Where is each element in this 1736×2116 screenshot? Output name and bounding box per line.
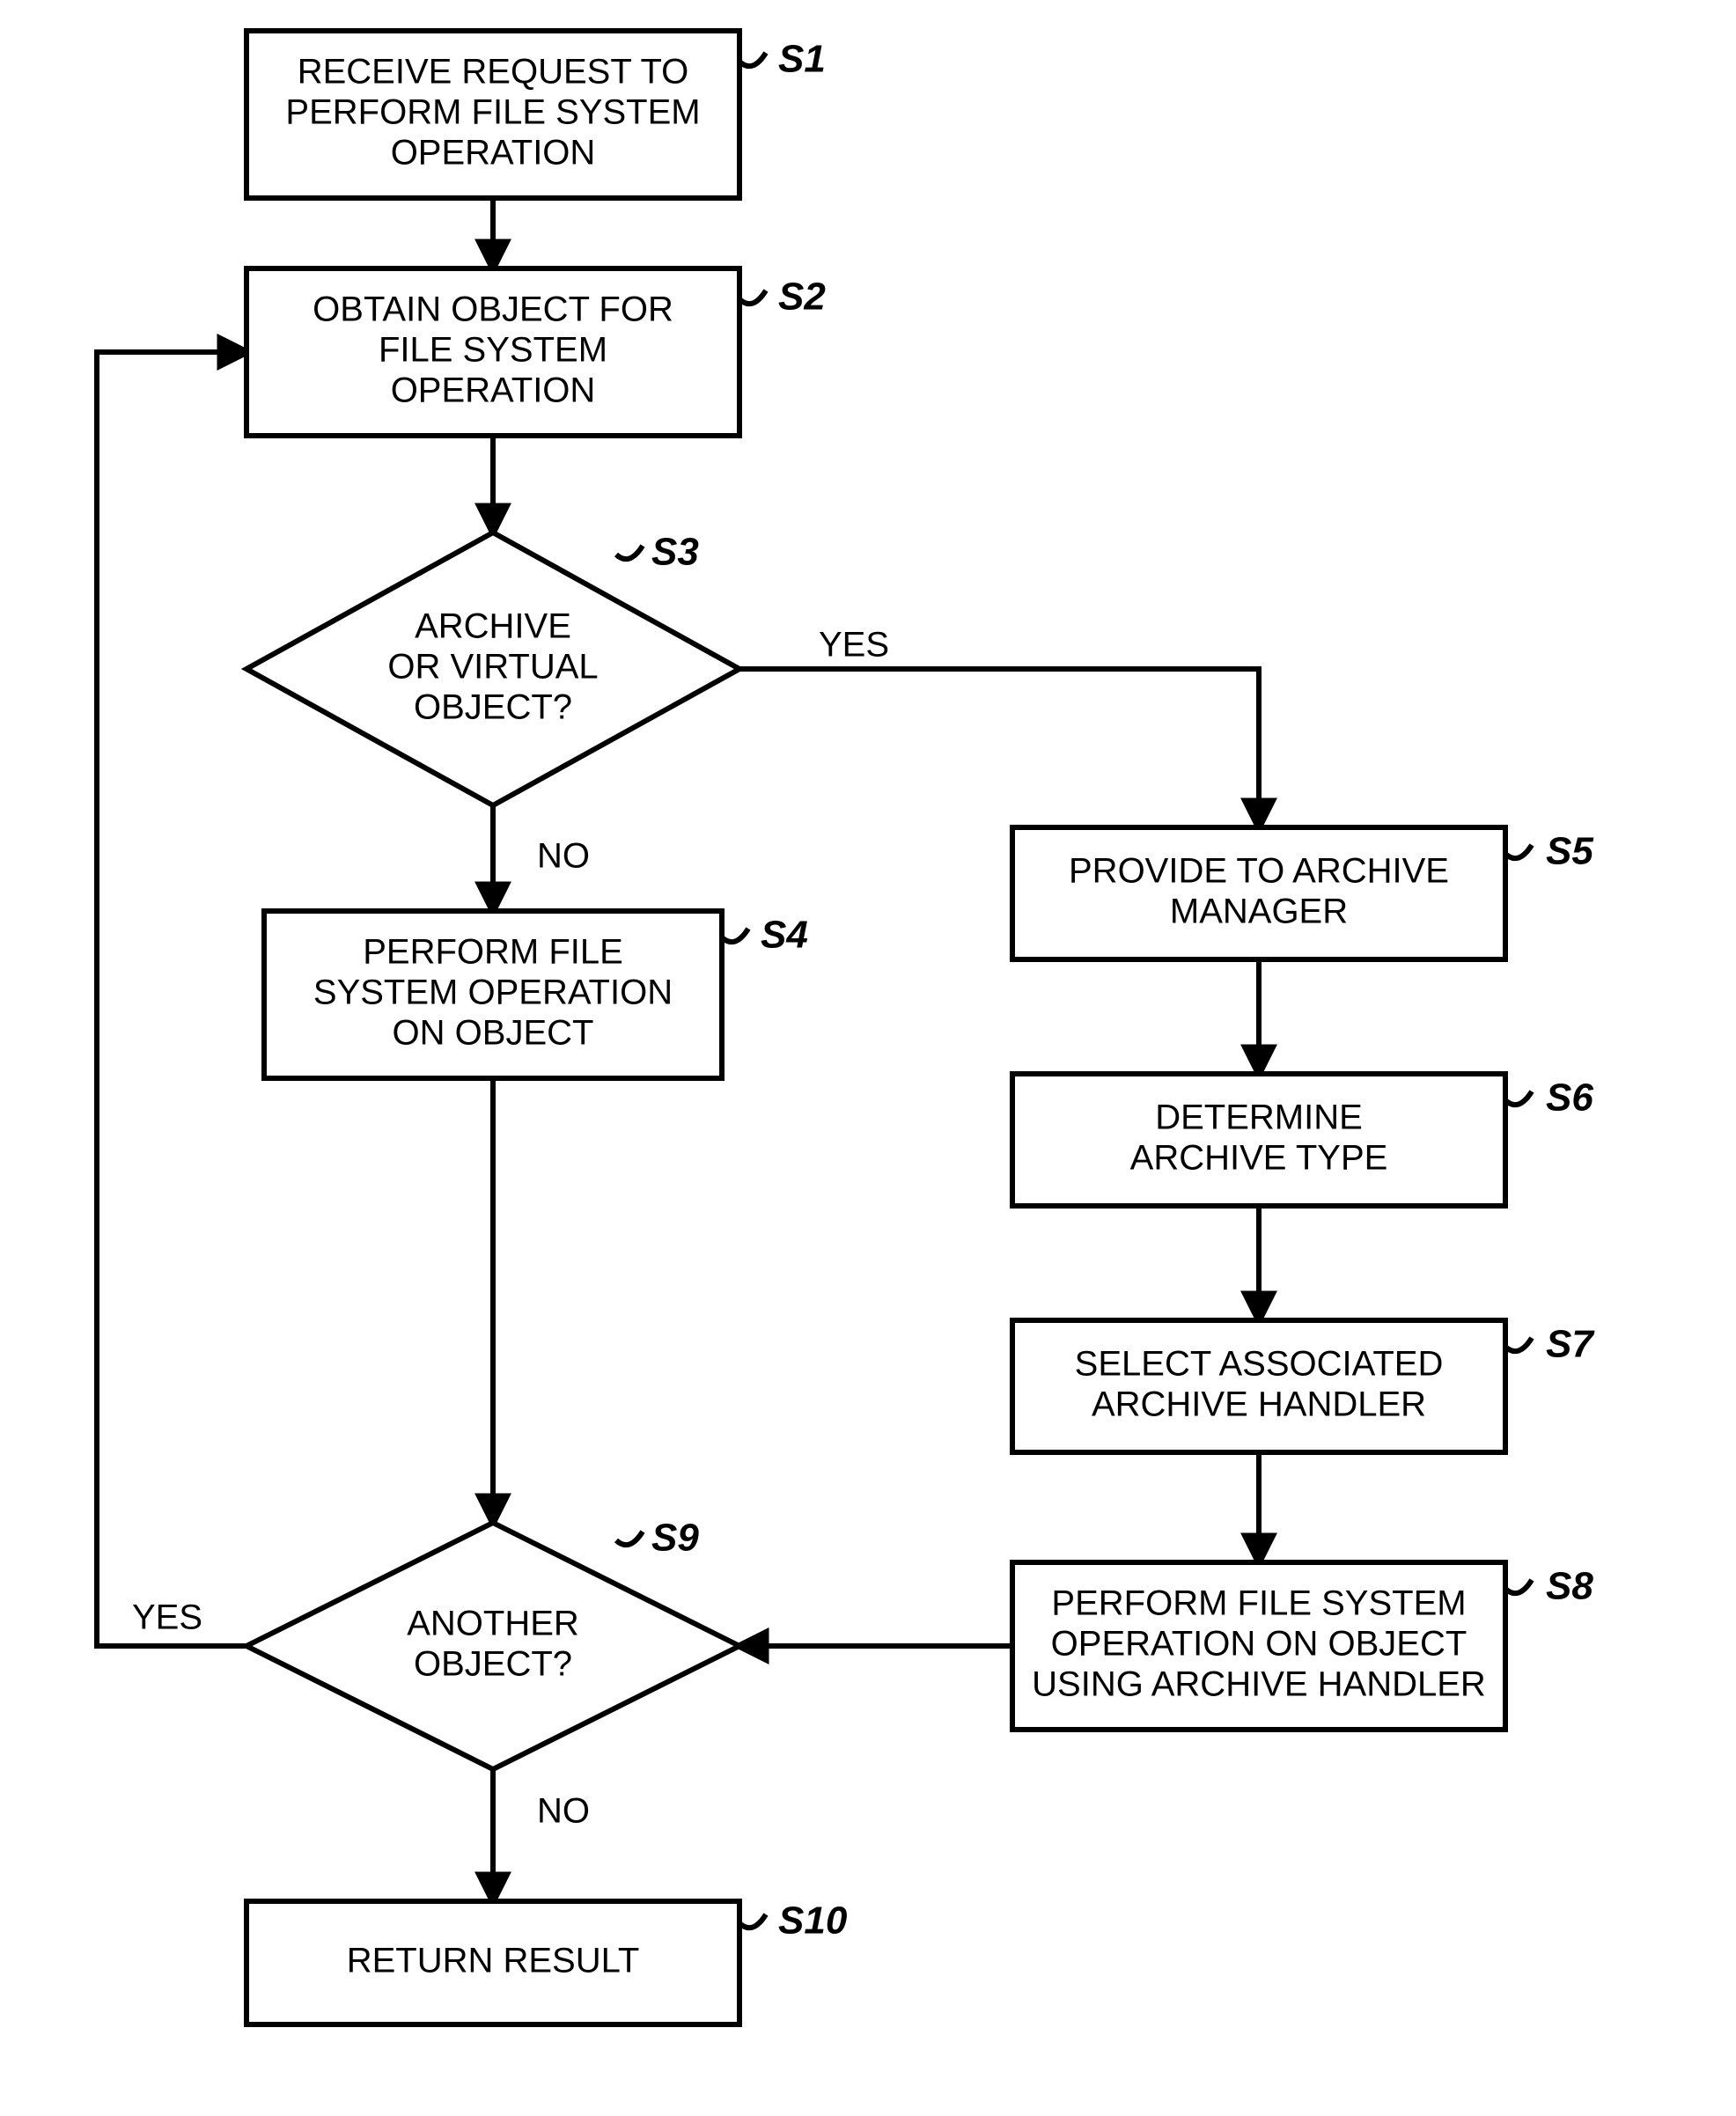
step-hook-h8 bbox=[1505, 1580, 1532, 1593]
node-s6-line-1: ARCHIVE TYPE bbox=[1130, 1139, 1388, 1178]
node-s4-line-1: SYSTEM OPERATION bbox=[313, 974, 673, 1012]
step-label-s3: S3 bbox=[651, 531, 699, 574]
nodes-layer: RECEIVE REQUEST TOPERFORM FILE SYSTEMOPE… bbox=[246, 31, 1505, 2024]
node-s5-line-1: MANAGER bbox=[1170, 893, 1348, 931]
flowchart-canvas: RECEIVE REQUEST TOPERFORM FILE SYSTEMOPE… bbox=[0, 0, 1736, 2116]
node-s2-line-1: FILE SYSTEM bbox=[379, 331, 607, 370]
edge-label-e11: NO bbox=[537, 1792, 590, 1831]
node-s2-line-0: OBTAIN OBJECT FOR bbox=[313, 290, 673, 329]
node-s8-line-0: PERFORM FILE SYSTEM bbox=[1051, 1584, 1466, 1623]
step-label-s6: S6 bbox=[1546, 1076, 1593, 1120]
step-hook-h9 bbox=[616, 1532, 643, 1545]
node-s5-line-0: PROVIDE TO ARCHIVE bbox=[1069, 852, 1449, 891]
step-hook-h4 bbox=[722, 929, 748, 942]
edge-label-e3: NO bbox=[537, 837, 590, 876]
node-s1-line-2: OPERATION bbox=[391, 134, 596, 173]
node-s5: PROVIDE TO ARCHIVEMANAGER bbox=[1012, 827, 1505, 959]
node-s8-line-2: USING ARCHIVE HANDLER bbox=[1032, 1665, 1486, 1704]
edge-label-e4: YES bbox=[819, 626, 889, 665]
node-s9-line-1: OBJECT? bbox=[414, 1645, 572, 1684]
step-label-s2: S2 bbox=[778, 276, 826, 319]
step-hook-h1 bbox=[739, 53, 766, 66]
node-s7-line-0: SELECT ASSOCIATED bbox=[1075, 1345, 1444, 1384]
node-s3-line-2: OBJECT? bbox=[414, 688, 572, 727]
step-label-s8: S8 bbox=[1546, 1565, 1593, 1608]
step-label-s7: S7 bbox=[1546, 1323, 1595, 1366]
node-s4-line-0: PERFORM FILE bbox=[363, 933, 623, 972]
node-s8-line-1: OPERATION ON OBJECT bbox=[1051, 1625, 1468, 1664]
node-s3-line-1: OR VIRTUAL bbox=[387, 648, 598, 687]
node-s7: SELECT ASSOCIATEDARCHIVE HANDLER bbox=[1012, 1320, 1505, 1452]
step-hook-h5 bbox=[1505, 845, 1532, 858]
step-hook-h2 bbox=[739, 290, 766, 304]
node-s10: RETURN RESULT bbox=[246, 1901, 739, 2024]
step-hook-h7 bbox=[1505, 1338, 1532, 1351]
edge-e4 bbox=[739, 669, 1259, 827]
node-s6: DETERMINEARCHIVE TYPE bbox=[1012, 1074, 1505, 1206]
node-s2: OBTAIN OBJECT FORFILE SYSTEMOPERATION bbox=[246, 268, 739, 436]
node-s9: ANOTHEROBJECT? bbox=[246, 1523, 739, 1769]
step-hook-h6 bbox=[1505, 1091, 1532, 1105]
node-s1-line-0: RECEIVE REQUEST TO bbox=[298, 53, 689, 92]
step-hook-h3 bbox=[616, 546, 643, 559]
node-s1: RECEIVE REQUEST TOPERFORM FILE SYSTEMOPE… bbox=[246, 31, 739, 198]
node-s6-line-0: DETERMINE bbox=[1155, 1098, 1363, 1137]
step-label-s10: S10 bbox=[778, 1899, 848, 1943]
node-s4: PERFORM FILESYSTEM OPERATIONON OBJECT bbox=[264, 911, 722, 1078]
step-label-s1: S1 bbox=[778, 38, 826, 81]
node-s9-line-0: ANOTHER bbox=[407, 1605, 579, 1643]
step-label-s5: S5 bbox=[1546, 830, 1593, 873]
step-label-s9: S9 bbox=[651, 1517, 699, 1560]
edge-label-e10: YES bbox=[132, 1598, 202, 1637]
edge-e10 bbox=[97, 352, 246, 1646]
node-s1-line-1: PERFORM FILE SYSTEM bbox=[285, 93, 700, 132]
node-s7-line-1: ARCHIVE HANDLER bbox=[1092, 1385, 1426, 1424]
node-s4-line-2: ON OBJECT bbox=[393, 1014, 594, 1053]
step-hook-h10 bbox=[739, 1914, 766, 1928]
step-label-s4: S4 bbox=[761, 914, 808, 957]
node-s10-line-0: RETURN RESULT bbox=[347, 1942, 640, 1980]
node-s2-line-2: OPERATION bbox=[391, 371, 596, 410]
node-s3-line-0: ARCHIVE bbox=[415, 607, 571, 646]
node-s8: PERFORM FILE SYSTEMOPERATION ON OBJECTUS… bbox=[1012, 1562, 1505, 1730]
